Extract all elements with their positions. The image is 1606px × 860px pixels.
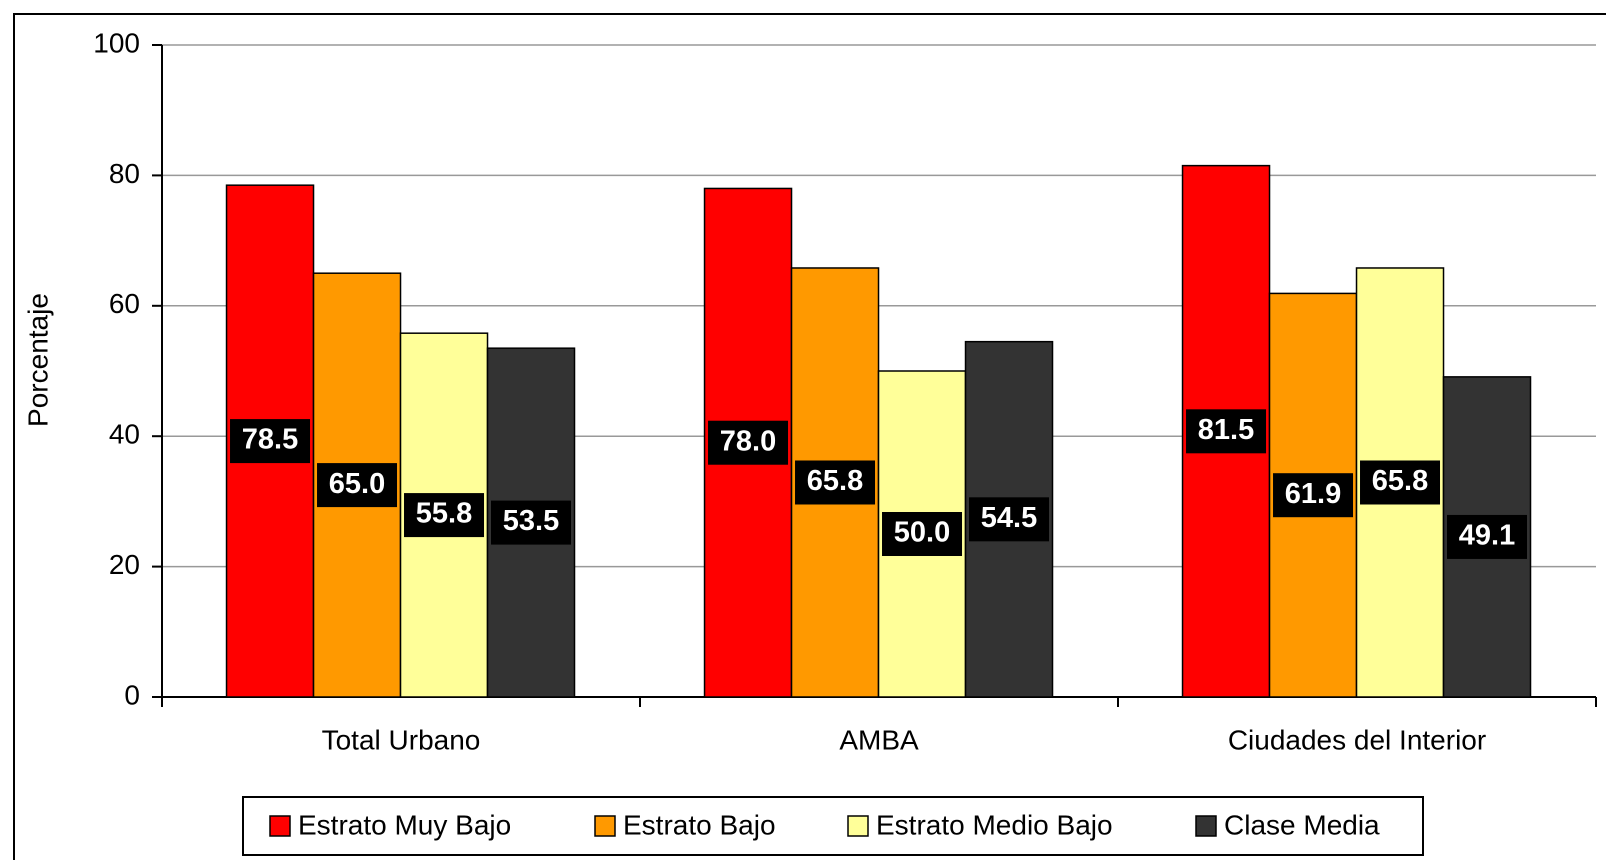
x-tick-label: Ciudades del Interior xyxy=(1228,724,1486,755)
value-label: 50.0 xyxy=(894,517,950,549)
value-label-bg xyxy=(969,497,1050,542)
x-tick-label: AMBA xyxy=(839,724,919,755)
legend-swatch xyxy=(269,815,291,837)
value-label: 65.8 xyxy=(1372,465,1428,497)
value-label-bg xyxy=(1273,473,1354,518)
y-tick-label: 40 xyxy=(109,419,140,450)
value-label-bg xyxy=(1360,460,1441,505)
y-tick-label: 80 xyxy=(109,158,140,189)
value-label-bg xyxy=(317,463,398,508)
value-label: 78.5 xyxy=(242,424,298,456)
value-label: 54.5 xyxy=(981,502,1037,534)
value-label-bg xyxy=(1447,514,1528,559)
x-tick-label: Total Urbano xyxy=(322,724,481,755)
value-label: 65.8 xyxy=(807,465,863,497)
y-tick-label: 60 xyxy=(109,288,140,319)
value-label: 78.0 xyxy=(720,425,776,457)
legend-label: Estrato Medio Bajo xyxy=(876,809,1113,840)
legend-label: Estrato Bajo xyxy=(623,809,776,840)
value-label-bg xyxy=(230,419,311,464)
value-label: 49.1 xyxy=(1459,520,1515,552)
legend-label: Estrato Muy Bajo xyxy=(298,809,511,840)
legend-swatch xyxy=(847,815,869,837)
value-label: 81.5 xyxy=(1198,414,1254,446)
y-axis-label: Porcentaje xyxy=(22,293,53,427)
value-label: 65.0 xyxy=(329,468,385,500)
legend-swatch xyxy=(1195,815,1217,837)
y-tick-label: 100 xyxy=(93,27,140,58)
y-tick-label: 0 xyxy=(124,679,140,710)
value-label-bg xyxy=(708,420,789,465)
value-label: 53.5 xyxy=(503,505,559,537)
legend-swatch xyxy=(594,815,616,837)
y-tick-label: 20 xyxy=(109,549,140,580)
value-label-bg xyxy=(882,512,963,556)
legend-label: Clase Media xyxy=(1224,809,1380,840)
value-label-bg xyxy=(795,460,876,505)
value-label: 61.9 xyxy=(1285,478,1341,510)
value-label-bg xyxy=(404,493,485,538)
value-label: 55.8 xyxy=(416,498,472,530)
value-label-bg xyxy=(491,500,572,545)
legend-box xyxy=(242,796,1424,856)
value-label-bg xyxy=(1186,409,1267,454)
